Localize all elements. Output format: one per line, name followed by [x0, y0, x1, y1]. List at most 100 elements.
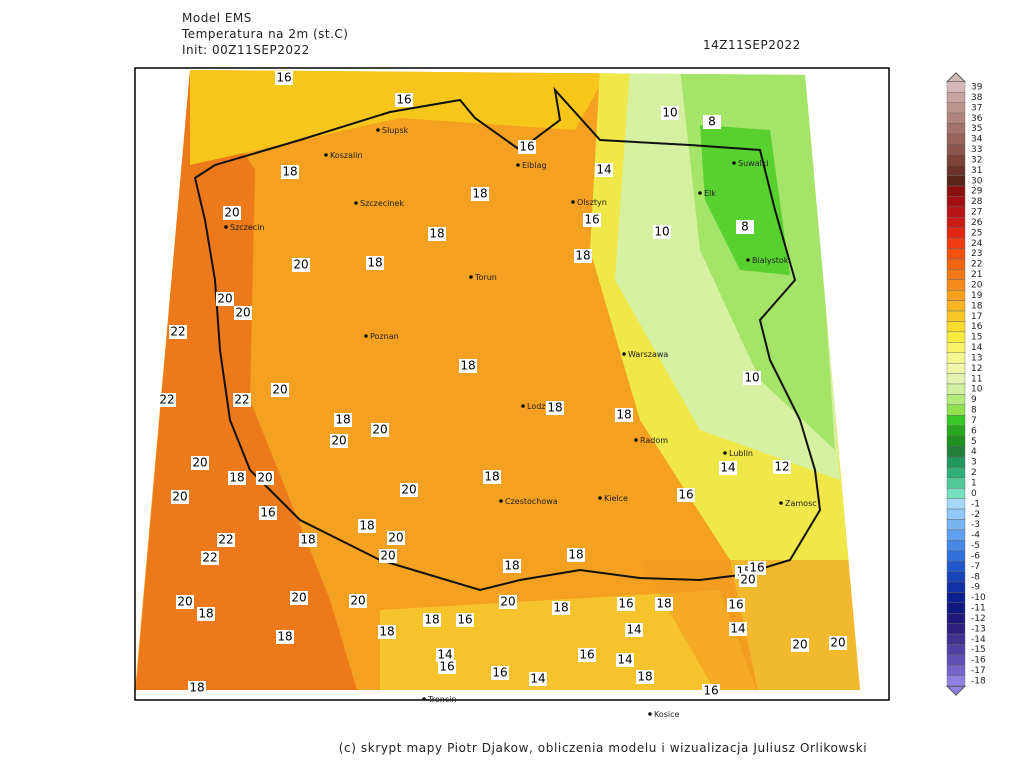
- contour-label: 20: [192, 456, 207, 470]
- city-dot: [224, 225, 228, 229]
- contour-label-bg: [739, 573, 757, 587]
- contour-label-bg: [395, 93, 413, 107]
- colorbar-cell: [946, 675, 966, 687]
- model-name: Model EMS: [182, 11, 252, 25]
- colorbar-label: 36: [971, 114, 983, 124]
- contour-label-bg: [378, 625, 396, 639]
- colorbar-label: 20: [971, 281, 983, 291]
- contour-label-bg: [216, 292, 234, 306]
- colorbar-cell: [946, 175, 966, 187]
- colorbar-label: 3: [971, 458, 977, 468]
- colorbar: 3938373635343332313029282726252423222120…: [945, 72, 986, 696]
- contour-label-bg: [191, 456, 209, 470]
- contour-label: 16: [749, 561, 764, 575]
- colorbar-label: 38: [971, 93, 983, 103]
- contour-label: 20: [293, 258, 308, 272]
- colorbar-label: -11: [971, 604, 986, 614]
- cities: Slupsk Koszalin Elblag Olsztyn Szczecinek Szc…: [224, 126, 817, 719]
- colorbar-cell: [946, 300, 966, 312]
- colorbar-label: 17: [971, 312, 982, 322]
- contour-label-bg: [636, 670, 654, 684]
- colorbar-cell: [946, 352, 966, 364]
- colorbar-cell: [946, 571, 966, 583]
- colorbar-label: 37: [971, 103, 982, 113]
- contour-label-bg: [773, 460, 791, 474]
- city-dot: [324, 153, 328, 157]
- contour-label: 18: [229, 471, 244, 485]
- footer-credit: (c) skrypt mapy Piotr Djakow, obliczenia…: [339, 741, 867, 755]
- city-name: Torun: [474, 273, 497, 282]
- colorbar-cell: [946, 508, 966, 520]
- contour-label-bg: [748, 561, 766, 575]
- colorbar-cell: [946, 290, 966, 301]
- contour-label-bg: [743, 371, 761, 385]
- colorbar-label: -8: [971, 572, 980, 582]
- colorbar-label: -10: [971, 593, 986, 603]
- colorbar-arrow-bottom: [945, 685, 967, 696]
- colorbar-label: 5: [971, 437, 977, 447]
- contour-label-bg: [703, 115, 721, 129]
- contour-label: 18: [359, 519, 374, 533]
- colorbar-label: -2: [971, 510, 980, 520]
- colorbar-label: 18: [971, 301, 983, 311]
- contour-label-bg: [176, 595, 194, 609]
- colorbar-label: -13: [971, 624, 986, 634]
- colorbar-cell: [946, 477, 966, 489]
- contour-label: 18: [575, 249, 590, 263]
- contour-label-bg: [483, 470, 501, 484]
- colorbar-label: 8: [971, 406, 977, 416]
- contour-label-bg: [491, 666, 509, 680]
- colorbar-label: -4: [971, 531, 980, 541]
- colorbar-label: 12: [971, 364, 982, 374]
- colorbar-label: 33: [971, 145, 982, 155]
- colorbar-cell: [946, 269, 966, 280]
- contour-label: 20: [235, 306, 250, 320]
- colorbar-label: 7: [971, 416, 977, 426]
- city-name: Bialystok: [752, 256, 789, 265]
- colorbar-cell: [946, 654, 966, 666]
- contour-label-bg: [423, 613, 441, 627]
- contour-label-bg: [661, 106, 679, 120]
- contour-label: 16: [396, 93, 411, 107]
- contour-label: 20: [401, 483, 416, 497]
- contour-label: 18: [189, 681, 204, 695]
- colorbar-cell: [946, 81, 966, 93]
- contour-label: 20: [830, 636, 845, 650]
- city-name: Suwalki: [738, 159, 769, 168]
- contour-label-bg: [256, 471, 274, 485]
- colorbar-cell: [946, 206, 966, 218]
- contour-label-bg: [736, 220, 754, 234]
- contour-label-bg: [223, 206, 241, 220]
- colorbar-cell: [946, 164, 966, 176]
- contour-label: 18: [568, 548, 583, 562]
- city-name: Zamosc: [785, 499, 817, 508]
- contour-label-bg: [653, 225, 671, 239]
- city-dot: [521, 404, 525, 408]
- contour-label-bg: [349, 594, 367, 608]
- contour-label-bg: [171, 490, 189, 504]
- contour-label: 18: [424, 613, 439, 627]
- contour-label-bg: [358, 519, 376, 533]
- city-name: Szczecin: [230, 223, 265, 232]
- colorbar-cell: [946, 123, 966, 135]
- contour-label: 16: [457, 613, 472, 627]
- colorbar-label: -17: [971, 666, 986, 676]
- colorbar-label: 28: [971, 197, 983, 207]
- contour-label-bg: [158, 393, 176, 407]
- colorbar-cell: [946, 331, 966, 343]
- colorbar-cell: [946, 394, 966, 406]
- contour-label-bg: [578, 648, 596, 662]
- colorbar-label: 34: [971, 135, 983, 145]
- colorbar-cell: [946, 550, 966, 562]
- contour-label: 18: [484, 470, 499, 484]
- contour-label: 18: [547, 401, 562, 415]
- city-name: Kielce: [604, 494, 628, 503]
- colorbar-label: 22: [971, 260, 982, 270]
- city-dot: [422, 697, 426, 701]
- contour-label-bg: [259, 506, 277, 520]
- colorbar-cell: [946, 404, 966, 416]
- colorbar-cell: [946, 258, 966, 270]
- contour-label-bg: [330, 434, 348, 448]
- contour-label-bg: [518, 140, 536, 154]
- city-dot: [499, 499, 503, 503]
